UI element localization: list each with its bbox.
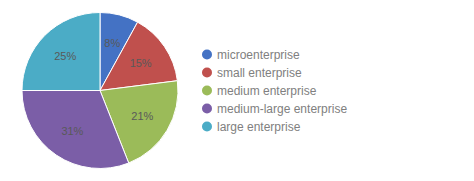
legend-item: medium-large enterprise bbox=[202, 102, 347, 116]
legend-item: small enterprise bbox=[202, 66, 302, 80]
pie bbox=[22, 13, 178, 169]
legend-label: small enterprise bbox=[217, 66, 302, 80]
legend-marker bbox=[202, 104, 212, 114]
legend-marker bbox=[202, 122, 212, 132]
data-label: 15% bbox=[130, 57, 152, 69]
data-label: 8% bbox=[104, 37, 120, 49]
data-labels: 8% 15% 21% 31% 25% bbox=[54, 37, 153, 137]
data-label: 25% bbox=[54, 50, 76, 62]
legend-label: microenterprise bbox=[217, 48, 300, 62]
legend-label: medium-large enterprise bbox=[217, 102, 347, 116]
slice bbox=[22, 13, 100, 91]
data-label: 31% bbox=[61, 125, 83, 137]
legend-item: microenterprise bbox=[202, 48, 300, 62]
data-label: 21% bbox=[131, 110, 153, 122]
legend-item: medium enterprise bbox=[202, 84, 317, 98]
legend: microenterprise small enterprise medium en… bbox=[202, 48, 347, 134]
legend-marker bbox=[202, 86, 212, 96]
slice bbox=[22, 91, 129, 169]
slice bbox=[100, 22, 177, 90]
legend-label: large enterprise bbox=[217, 120, 301, 134]
legend-item: large enterprise bbox=[202, 120, 301, 134]
legend-marker bbox=[202, 68, 212, 78]
legend-label: medium enterprise bbox=[217, 84, 317, 98]
legend-marker bbox=[202, 50, 212, 60]
chart: 8% 15% 21% 31% 25% microenterprise small enter… bbox=[0, 0, 474, 181]
